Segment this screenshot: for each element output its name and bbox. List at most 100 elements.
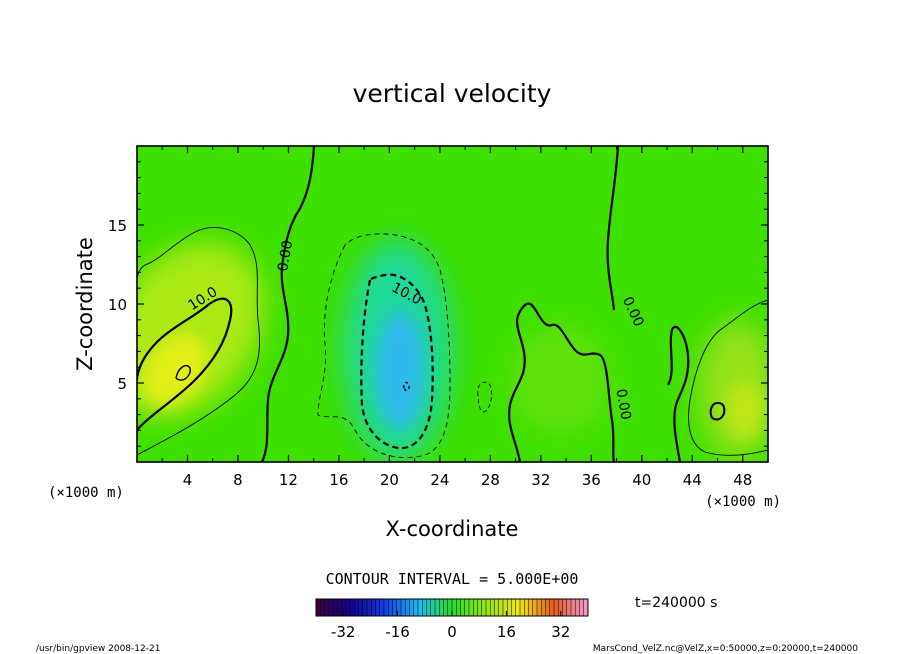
colorbar-cell bbox=[379, 599, 385, 616]
colorbar-cell bbox=[328, 599, 334, 616]
colorbar-cells bbox=[315, 599, 589, 616]
y-axis-label: Z-coordinate bbox=[73, 237, 97, 371]
colorbar-cell bbox=[418, 599, 423, 616]
colorbar-cell bbox=[392, 599, 398, 616]
contour-label: 0.00 bbox=[275, 239, 296, 272]
colorbar-cell bbox=[333, 599, 338, 616]
colorbar-cell bbox=[464, 599, 470, 616]
colorbar-cell bbox=[579, 599, 585, 616]
colorbar-cell bbox=[486, 599, 491, 616]
colorbar-cell bbox=[532, 599, 538, 616]
colorbar-cell bbox=[362, 599, 368, 616]
colorbar-cell bbox=[337, 599, 342, 616]
colorbar-cell bbox=[498, 599, 504, 616]
x-tick-label: 4 bbox=[183, 471, 193, 489]
pos10-contour-left bbox=[137, 297, 233, 431]
colorbar-tick-label: 0 bbox=[447, 623, 457, 641]
colorbar-cell bbox=[511, 599, 517, 616]
y-tick-label: 5 bbox=[117, 375, 127, 393]
colorbar-tick-label: 32 bbox=[551, 623, 570, 641]
y-tick-label: 10 bbox=[108, 296, 127, 314]
colorbar-cell bbox=[575, 599, 580, 616]
colorbar-cell bbox=[396, 599, 402, 616]
colorbar-cell bbox=[541, 599, 546, 616]
colorbar-cell bbox=[358, 599, 364, 616]
x-tick-label: 12 bbox=[279, 471, 298, 489]
colorbar-cell bbox=[371, 599, 376, 616]
colorbar-cell bbox=[456, 599, 461, 616]
x-tick-label: 36 bbox=[582, 471, 601, 489]
colorbar-cell bbox=[409, 599, 415, 616]
zero-contour-left bbox=[260, 146, 316, 462]
colorbar-cell bbox=[566, 599, 572, 616]
colorbar-cell bbox=[558, 599, 563, 616]
neg10-contour-small bbox=[402, 381, 410, 392]
colorbar-cell bbox=[345, 599, 351, 616]
colorbar-tick-label: -32 bbox=[331, 623, 356, 641]
x-axis-label: X-coordinate bbox=[386, 517, 519, 541]
colorbar-cell bbox=[528, 599, 534, 616]
neg10-contour bbox=[360, 273, 434, 450]
pos5-contour-left bbox=[137, 227, 260, 456]
contour-interval: CONTOUR INTERVAL = 5.000E+00 bbox=[326, 570, 579, 588]
colorbar-cell bbox=[554, 599, 559, 616]
colorbar-cell bbox=[520, 599, 525, 616]
colorbar-ticks: -32 -16 0 16 32 bbox=[331, 611, 570, 641]
colorbar-cell bbox=[350, 599, 355, 616]
x-units-left: (×1000 m) bbox=[48, 485, 124, 501]
x-tick-label: 16 bbox=[329, 471, 348, 489]
colorbar-cell bbox=[562, 599, 568, 616]
colorbar-cell bbox=[490, 599, 495, 616]
colorbar-cell bbox=[447, 599, 453, 616]
colorbar-cell bbox=[503, 599, 508, 616]
y-tick-label: 15 bbox=[108, 217, 127, 235]
updraft-left-core bbox=[142, 333, 208, 407]
colorbar-tick-label: 16 bbox=[497, 623, 516, 641]
colorbar-cell bbox=[426, 599, 432, 616]
colorbar-cell bbox=[537, 599, 542, 616]
updraft-right-core bbox=[727, 382, 763, 438]
colorbar-cell bbox=[452, 599, 457, 616]
zero-contour-mid bbox=[508, 302, 616, 462]
colorbar-cell bbox=[367, 599, 372, 616]
colorbar-cell bbox=[571, 599, 576, 616]
x-tick-label: 20 bbox=[380, 471, 399, 489]
colorbar-cell bbox=[460, 599, 466, 616]
downdraft-core bbox=[376, 310, 424, 430]
colorbar-cell bbox=[422, 599, 427, 616]
colorbar-cell bbox=[549, 599, 555, 616]
colorbar-cell bbox=[320, 599, 325, 616]
colorbar-cell bbox=[430, 599, 436, 616]
colorbar-cell bbox=[354, 599, 359, 616]
colorbar-cell bbox=[583, 599, 589, 616]
contours bbox=[137, 146, 768, 462]
colorbar-cell bbox=[316, 599, 321, 616]
colorbar: -32 -16 0 16 32 bbox=[315, 598, 589, 641]
colorbar-cell bbox=[443, 599, 449, 616]
colorbar-cell bbox=[341, 599, 347, 616]
contour-label: 0.00 bbox=[612, 388, 633, 421]
colorbar-cell bbox=[375, 599, 381, 616]
colorbar-cell bbox=[324, 599, 330, 616]
colorbar-cell bbox=[435, 599, 440, 616]
colorbar-cell bbox=[413, 599, 419, 616]
colorbar-cell bbox=[384, 599, 389, 616]
pos5-contour-right bbox=[688, 299, 768, 456]
colorbar-cell bbox=[481, 599, 487, 616]
colorbar-cell bbox=[477, 599, 483, 616]
x-tick-label: 48 bbox=[733, 471, 752, 489]
x-tick-label: 24 bbox=[430, 471, 449, 489]
x-tick-label: 44 bbox=[683, 471, 702, 489]
colorbar-cell bbox=[494, 599, 500, 616]
x-units-right: (×1000 m) bbox=[705, 494, 781, 510]
colorbar-tick-label: -16 bbox=[385, 623, 410, 641]
zero-contour-right bbox=[606, 146, 620, 311]
colorbar-cell bbox=[388, 599, 393, 616]
time-label: t=240000 s bbox=[635, 595, 717, 611]
footer-left: /usr/bin/gpview 2008-12-21 bbox=[36, 644, 160, 654]
colorbar-cell bbox=[545, 599, 551, 616]
pos10-contour-right bbox=[709, 402, 726, 421]
colorbar-cell bbox=[507, 599, 512, 616]
